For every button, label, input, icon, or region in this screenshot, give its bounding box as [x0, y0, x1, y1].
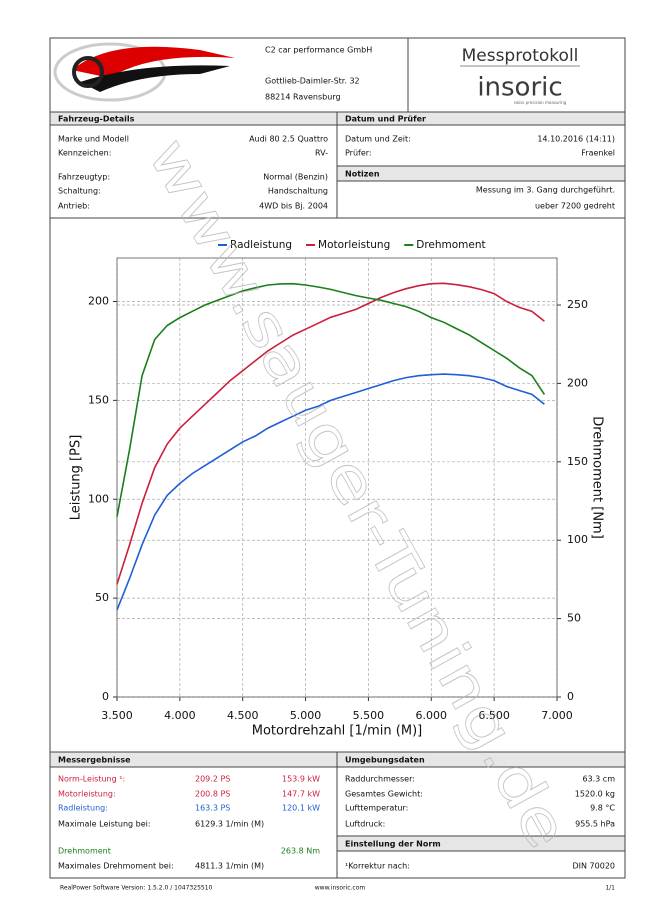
field-value: 63.3 cm [582, 775, 615, 784]
series-line [116, 373, 545, 611]
y2-tick-label: 150 [567, 455, 588, 468]
field-value: DIN 70020 [573, 862, 616, 871]
y2-tick-label: 0 [567, 690, 574, 703]
street: Gottlieb-Daimler-Str. 32 [265, 77, 360, 86]
watermark: www.sauger-Tuning.de [135, 127, 582, 860]
field-label: Antrieb: [58, 202, 90, 211]
legend-label: Motorleistung [318, 239, 390, 251]
footer-version: RealPower Software Version: 1.5.2.0 / 10… [60, 885, 213, 892]
result-value: 147.7 kW [282, 790, 320, 799]
x-tick-label: 6.000 [416, 709, 448, 722]
field-value: Audi 80 2.5 Quattro [249, 135, 328, 144]
result-value: 163.3 PS [195, 804, 230, 813]
field-value: 1520.0 kg [575, 790, 615, 799]
result-value: 263.8 Nm [281, 847, 320, 856]
x-tick-label: 4.500 [227, 709, 259, 722]
company: C2 car performance GmbH [265, 46, 372, 55]
result-label: Norm-Leistung ¹: [58, 775, 125, 784]
field-label: Fahrzeugtyp: [58, 173, 110, 182]
note: ueber 7200 gedreht [535, 202, 615, 211]
doc-title: Messprotokoll [462, 46, 579, 66]
y-tick-label: 200 [88, 295, 109, 308]
y-axis-label: Leistung [PS] [69, 435, 84, 521]
section-title: Umgebungsdaten [345, 756, 425, 765]
result-value: 4811.3 1/min (M) [195, 862, 264, 871]
footer-url: www.insoric.com [315, 885, 366, 892]
section-bar [336, 165, 626, 182]
footer-page: 1/1 [605, 885, 615, 892]
x-tick-label: 3.500 [101, 709, 133, 722]
series-line [116, 282, 545, 585]
field-label: Kennzeichen: [58, 149, 111, 158]
field-value: Fraenkel [581, 149, 615, 158]
tagline: swiss precision measuring [514, 100, 567, 105]
x-tick-label: 7.000 [541, 709, 573, 722]
field-label: Marke und Modell [58, 135, 129, 144]
y2-tick-label: 50 [567, 612, 581, 625]
y2-tick-label: 200 [567, 376, 588, 389]
brand: insoric [477, 73, 562, 103]
y2-tick-label: 250 [567, 298, 588, 311]
section-title: Fahrzeug-Details [58, 115, 135, 124]
field-value: 14.10.2016 (14:11) [537, 135, 615, 144]
field-label: Lufttemperatur: [345, 804, 408, 813]
x-tick-label: 5.500 [353, 709, 385, 722]
y-tick-label: 150 [88, 393, 109, 406]
x-axis-label: Motordrehzahl [1/min (M)] [252, 724, 422, 739]
legend-label: Drehmoment [416, 239, 485, 251]
result-value: 153.9 kW [282, 775, 320, 784]
field-value: 4WD bis Bj. 2004 [259, 202, 328, 211]
x-tick-label: 5.000 [290, 709, 322, 722]
field-label: Luftdruck: [345, 820, 385, 829]
field-value: Handschaltung [268, 187, 328, 196]
result-value: 200.8 PS [195, 790, 230, 799]
result-label: Motorleistung: [58, 790, 116, 799]
logo [53, 42, 235, 102]
section-title: Datum und Prüfer [345, 115, 426, 124]
field-label: Schaltung: [58, 187, 101, 196]
plot-frame [116, 257, 558, 698]
result-label: Radleistung: [58, 804, 108, 813]
series-line [116, 282, 546, 517]
y-tick-label: 100 [88, 492, 109, 505]
y2-axis-label: Drehmoment [Nm] [590, 416, 605, 539]
result-label: Maximale Leistung bei: [58, 820, 151, 829]
result-label: Drehmoment [58, 847, 111, 856]
field-value: 955.5 hPa [575, 820, 615, 829]
legend-label: Radleistung [230, 239, 292, 251]
field-value: 9.8 °C [590, 804, 615, 813]
x-tick-label: 6.500 [478, 709, 510, 722]
section-title: Notizen [345, 170, 380, 179]
y-tick-label: 0 [102, 690, 109, 703]
result-value: 120.1 kW [282, 804, 320, 813]
field-label: ¹Korrektur nach: [345, 862, 410, 871]
result-value: 209.2 PS [195, 775, 230, 784]
x-tick-label: 4.000 [164, 709, 196, 722]
section-title: Messergebnisse [58, 756, 131, 765]
field-label: Datum und Zeit: [345, 135, 411, 144]
y2-tick-label: 100 [567, 533, 588, 546]
field-label: Gesamtes Gewicht: [345, 790, 423, 799]
field-value: Normal (Benzin) [263, 173, 328, 182]
result-value: 6129.3 1/min (M) [195, 820, 264, 829]
result-label: Maximales Drehmoment bei: [58, 862, 174, 871]
field-label: Prüfer: [345, 149, 372, 158]
section-title: Einstellung der Norm [345, 840, 441, 849]
city: 88214 Ravensburg [265, 93, 341, 102]
note: Messung im 3. Gang durchgeführt. [476, 186, 615, 195]
field-value: RV- [315, 149, 328, 158]
y-tick-label: 50 [95, 591, 109, 604]
field-label: Raddurchmesser: [345, 775, 415, 784]
